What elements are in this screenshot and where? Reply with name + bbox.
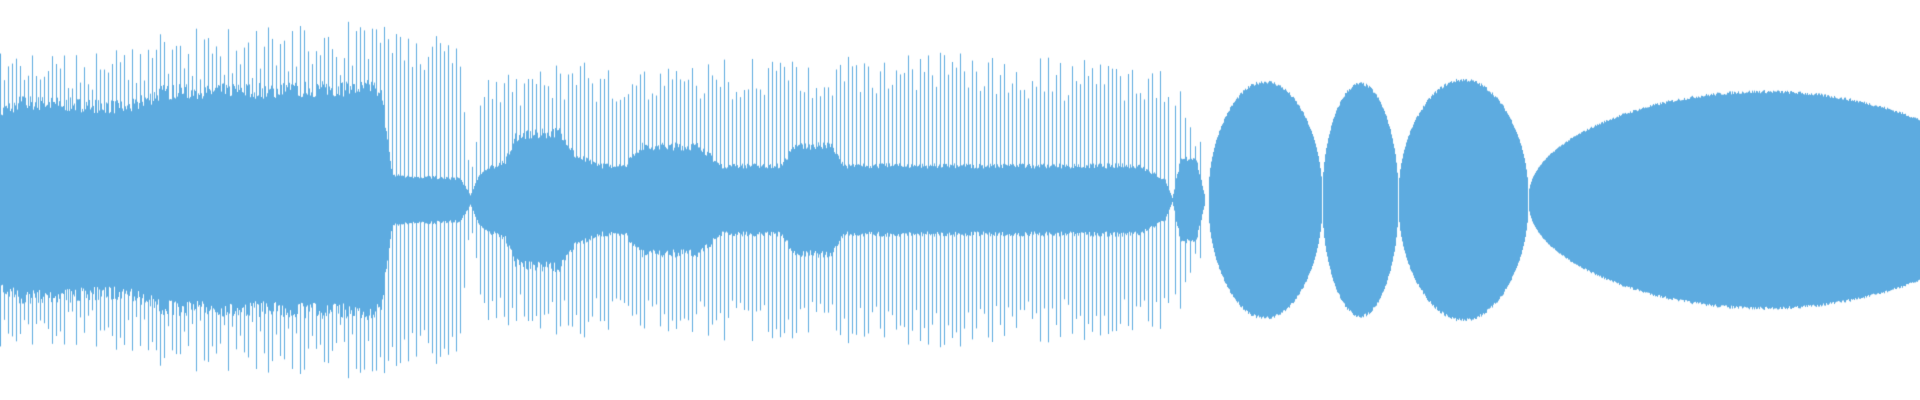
audio-waveform[interactable] [0,0,1920,400]
waveform-view[interactable] [0,0,1920,400]
